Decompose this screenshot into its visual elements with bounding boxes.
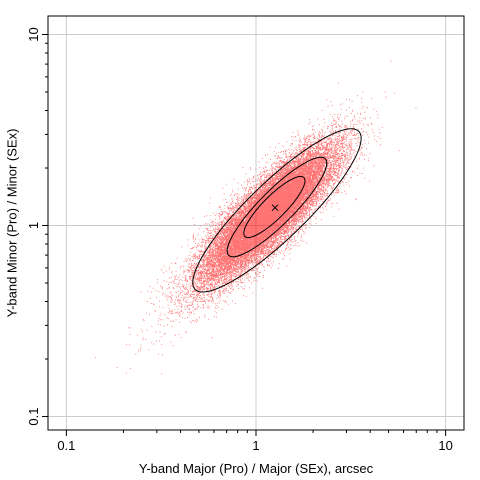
tick-layer: 0.1 1 10 0.1 1 10: [26, 27, 453, 453]
center-marker-layer: [271, 204, 279, 212]
contour-layer: [192, 128, 362, 293]
x-tick-label: 1: [252, 438, 259, 453]
center-marker: [271, 204, 279, 212]
scatter-points: [94, 60, 417, 375]
y-tick-label: 10: [26, 27, 41, 41]
y-tick-label: 0.1: [26, 407, 41, 425]
y-tick-label: 1: [26, 222, 41, 229]
x-tick-label: 10: [438, 438, 452, 453]
x-axis-label: Y-band Major (Pro) / Major (SEx), arcsec: [139, 461, 374, 476]
contour-middle: [226, 156, 328, 258]
scatter-point-cloud: [94, 60, 417, 375]
y-axis-label: Y-band Minor (Pro) / Minor (SEx): [4, 129, 19, 318]
contour-inner: [243, 175, 306, 239]
contour-outer: [192, 128, 362, 293]
x-tick-label: 0.1: [57, 438, 75, 453]
